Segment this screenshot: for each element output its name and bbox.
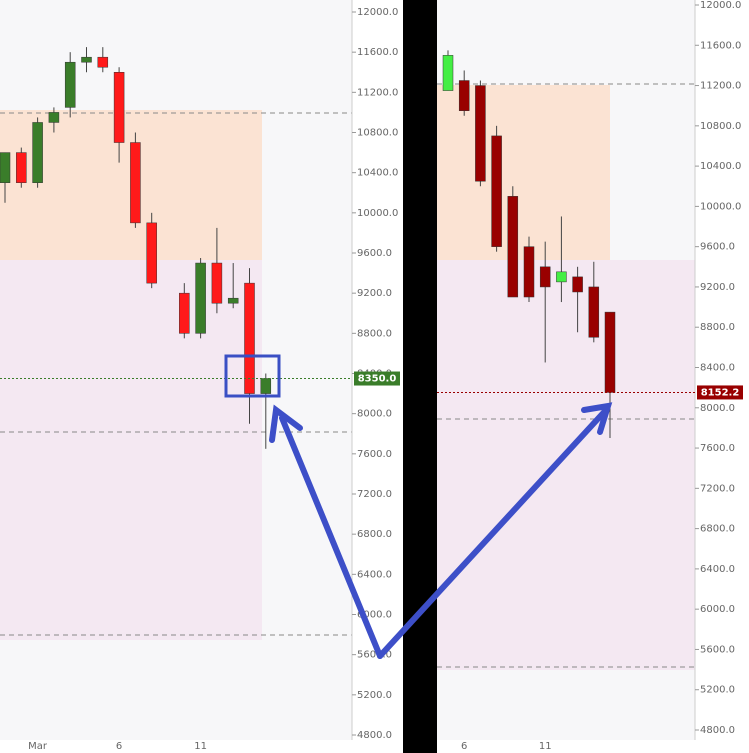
cloud-right — [437, 85, 610, 260]
candle-body — [523, 246, 535, 298]
x-tick-label: 6 — [461, 741, 467, 752]
band-left — [0, 260, 262, 640]
candle-body — [113, 72, 125, 143]
y-tick-label: 6000.0 — [357, 610, 392, 621]
candle-body — [442, 55, 454, 91]
y-tick-label: 9200.0 — [700, 282, 735, 293]
y-tick-label: 8800.0 — [357, 328, 392, 339]
y-tick-label: 6000.0 — [700, 604, 735, 615]
y-tick-label: 4800.0 — [700, 725, 735, 736]
candle-body — [195, 262, 206, 334]
candle-body — [260, 378, 272, 394]
candle-body — [604, 311, 616, 393]
y-tick-label: 11200.0 — [357, 87, 398, 98]
candle-body — [81, 56, 92, 63]
y-tick-label: 5600.0 — [357, 650, 392, 661]
x-tick-label: 11 — [194, 741, 207, 752]
candle-body — [97, 56, 109, 68]
y-tick-label: 9600.0 — [700, 242, 735, 253]
y-tick-label: 4800.0 — [357, 730, 392, 741]
y-tick-label: 8400.0 — [700, 363, 735, 374]
candle-body — [130, 142, 141, 224]
candle-body — [588, 286, 600, 338]
y-tick-label: 6800.0 — [357, 529, 392, 540]
y-tick-label: 6400.0 — [357, 569, 392, 580]
candle-body — [539, 266, 551, 288]
y-tick-label: 8000.0 — [700, 403, 735, 414]
y-tick-label: 8000.0 — [357, 409, 392, 420]
highlight-box — [224, 354, 281, 398]
y-tick-label: 9600.0 — [357, 248, 392, 259]
x-tick-label: 11 — [539, 741, 552, 752]
y-tick-label: 11600.0 — [700, 40, 741, 51]
last-price-label: 8350.0 — [358, 374, 397, 385]
candle-body — [0, 152, 11, 183]
y-tick-label: 7600.0 — [700, 443, 735, 454]
candle-body — [16, 152, 27, 183]
x-tick-label: Mar — [28, 741, 48, 752]
candle-body — [458, 80, 470, 111]
y-tick-label: 10400.0 — [357, 168, 398, 179]
separator — [403, 0, 437, 753]
y-tick-label: 6800.0 — [700, 524, 735, 535]
y-tick-label: 5200.0 — [700, 685, 735, 696]
band-right — [437, 260, 695, 670]
y-tick-label: 12000.0 — [700, 0, 741, 11]
y-tick-label: 10800.0 — [357, 128, 398, 139]
x-tick-label: 6 — [116, 741, 122, 752]
candle-body — [146, 222, 157, 284]
candle-body — [64, 61, 76, 108]
candle-body — [48, 112, 60, 123]
arrow-head — [581, 402, 613, 435]
candle-body — [556, 271, 567, 283]
candle-body — [244, 282, 255, 394]
y-tick-label: 10800.0 — [700, 121, 741, 132]
arrow-head — [269, 404, 303, 443]
y-tick-label: 9200.0 — [357, 288, 392, 299]
y-tick-label: 6400.0 — [700, 564, 735, 575]
candle-body — [491, 135, 502, 247]
candle-body — [179, 292, 190, 334]
candle-body — [32, 122, 43, 183]
y-tick-label: 5200.0 — [357, 690, 392, 701]
y-tick-label: 7200.0 — [700, 483, 735, 494]
last-price-box — [697, 385, 743, 400]
candle-body — [211, 262, 223, 304]
y-tick-label: 10400.0 — [700, 161, 741, 172]
y-tick-label: 11600.0 — [357, 47, 398, 58]
candle-body — [227, 297, 239, 304]
candle-body — [475, 85, 486, 182]
y-tick-label: 5600.0 — [700, 644, 735, 655]
arrow-shaft — [279, 415, 383, 659]
y-tick-label: 7600.0 — [357, 449, 392, 460]
y-tick-label: 11200.0 — [700, 81, 741, 92]
y-tick-label: 7200.0 — [357, 489, 392, 500]
candle-body — [572, 276, 583, 293]
last-price-label: 8152.2 — [701, 387, 740, 398]
y-tick-label: 10000.0 — [700, 201, 741, 212]
candle-body — [507, 196, 519, 298]
arrows — [269, 402, 613, 659]
arrow-shaft — [377, 407, 609, 659]
y-tick-label: 10000.0 — [357, 208, 398, 219]
last-price-box — [354, 371, 400, 386]
y-tick-label: 12000.0 — [357, 7, 398, 18]
y-tick-label: 8800.0 — [700, 322, 735, 333]
